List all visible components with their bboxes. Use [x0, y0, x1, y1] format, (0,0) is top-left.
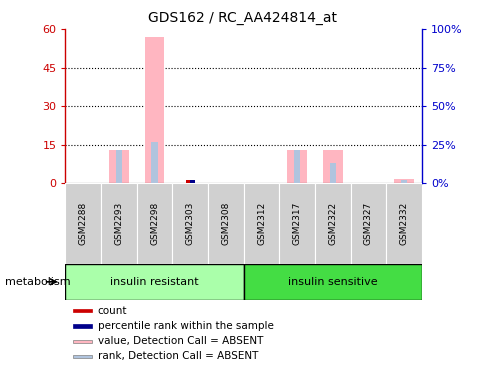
Bar: [73, 324, 92, 328]
Text: GSM2298: GSM2298: [150, 202, 159, 245]
Text: GSM2312: GSM2312: [257, 202, 266, 245]
Bar: [151, 142, 157, 183]
Text: GSM2288: GSM2288: [78, 202, 88, 245]
Bar: [314, 183, 350, 264]
Text: percentile rank within the sample: percentile rank within the sample: [97, 321, 273, 331]
Bar: [243, 264, 421, 300]
Bar: [65, 264, 243, 300]
Bar: [190, 180, 194, 183]
Bar: [65, 183, 101, 264]
Bar: [109, 150, 128, 183]
Bar: [287, 150, 306, 183]
Text: GDS162 / RC_AA424814_at: GDS162 / RC_AA424814_at: [148, 11, 336, 25]
Bar: [279, 183, 314, 264]
Bar: [145, 37, 164, 183]
Text: value, Detection Call = ABSENT: value, Detection Call = ABSENT: [97, 336, 262, 346]
Text: rank, Detection Call = ABSENT: rank, Detection Call = ABSENT: [97, 351, 257, 362]
Bar: [329, 163, 335, 183]
Text: count: count: [97, 306, 127, 316]
Text: GSM2303: GSM2303: [185, 202, 195, 245]
Text: GSM2308: GSM2308: [221, 202, 230, 245]
Bar: [208, 183, 243, 264]
Bar: [136, 183, 172, 264]
Bar: [393, 179, 413, 183]
Bar: [73, 340, 92, 343]
Text: metabolism: metabolism: [5, 277, 70, 287]
Text: GSM2332: GSM2332: [399, 202, 408, 245]
Bar: [243, 183, 279, 264]
Bar: [73, 355, 92, 358]
Bar: [322, 150, 342, 183]
Bar: [185, 180, 190, 183]
Text: GSM2293: GSM2293: [114, 202, 123, 245]
Text: GSM2317: GSM2317: [292, 202, 301, 245]
Bar: [172, 183, 208, 264]
Text: GSM2327: GSM2327: [363, 202, 372, 245]
Bar: [350, 183, 385, 264]
Text: GSM2322: GSM2322: [328, 202, 337, 245]
Bar: [400, 180, 407, 183]
Bar: [73, 309, 92, 313]
Text: insulin resistant: insulin resistant: [110, 277, 198, 287]
Bar: [385, 183, 421, 264]
Bar: [293, 150, 300, 183]
Text: insulin sensitive: insulin sensitive: [287, 277, 377, 287]
Bar: [116, 150, 122, 183]
Bar: [101, 183, 136, 264]
